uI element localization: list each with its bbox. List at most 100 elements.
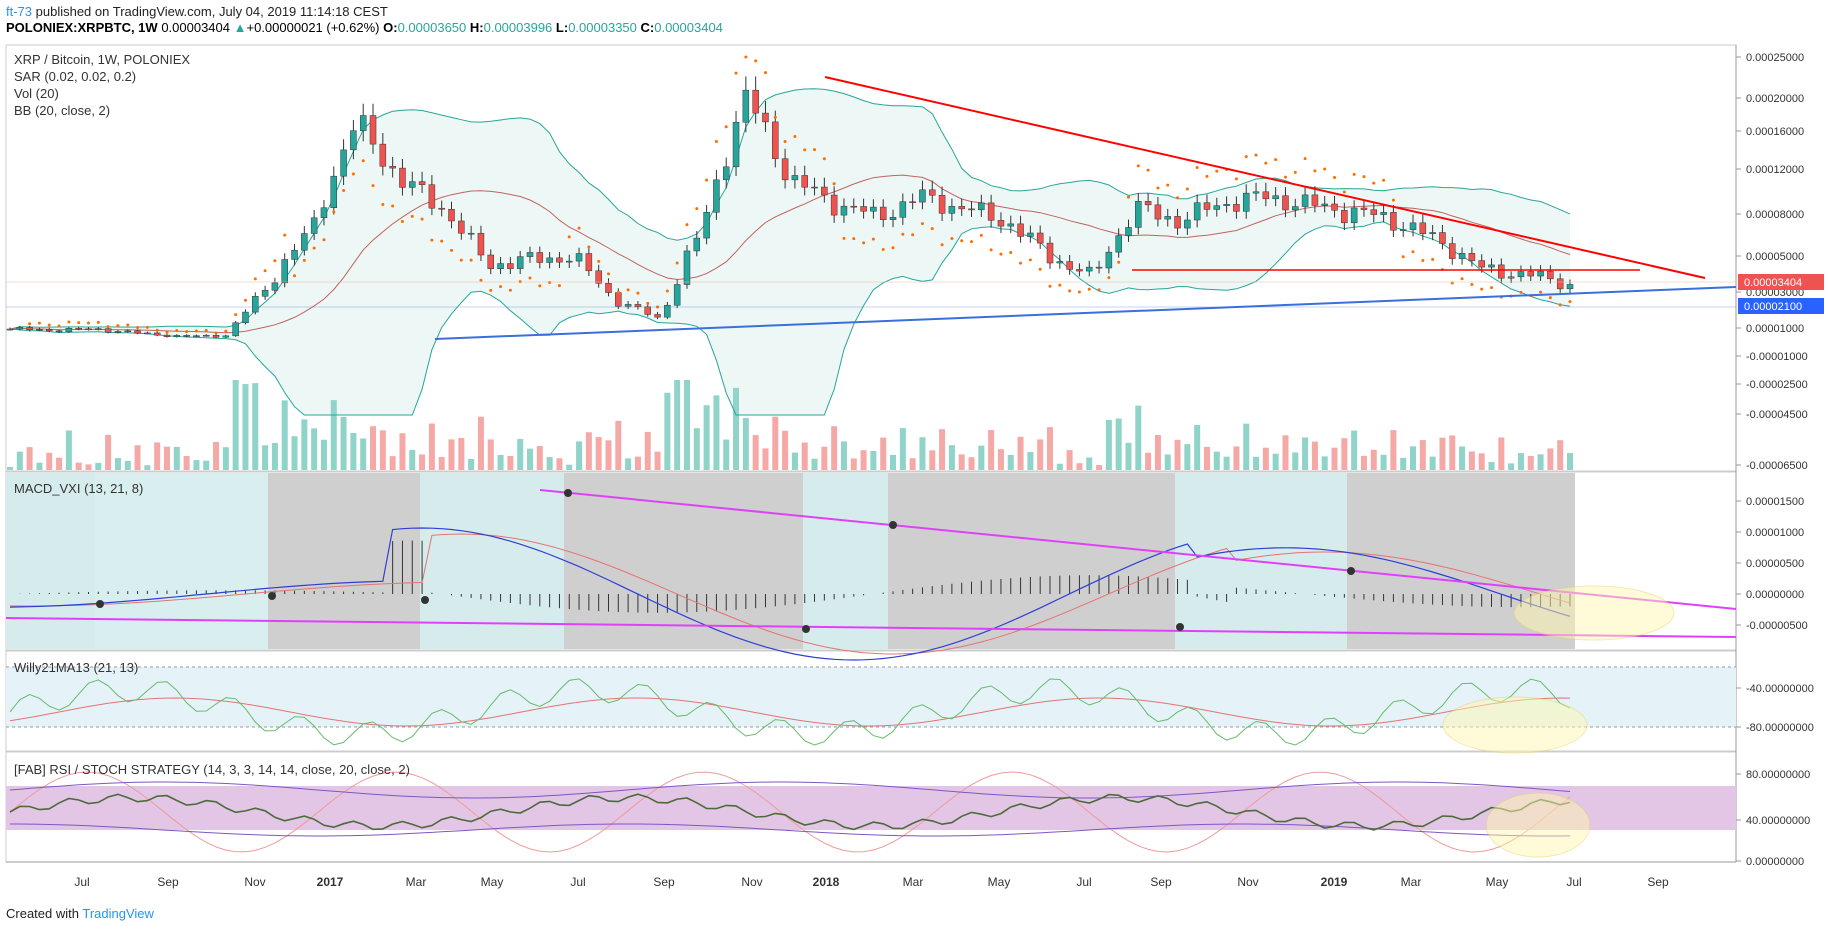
volume-bar — [1096, 465, 1103, 470]
sar-dot — [243, 298, 247, 302]
price-axis-label: 0.00012000 — [1746, 164, 1804, 176]
candle-body — [281, 259, 288, 284]
sar-dot — [400, 220, 404, 224]
candle-body — [948, 206, 956, 214]
candle-body — [1066, 261, 1073, 270]
sar-dot — [1068, 289, 1072, 293]
publish-text: published on TradingView.com, July 04, 2… — [32, 4, 388, 19]
volume-bar — [134, 445, 141, 470]
candle-body — [919, 189, 926, 203]
candle-body — [428, 184, 436, 209]
x-axis-label: Sep — [1647, 875, 1669, 889]
candle-body — [134, 330, 141, 334]
sar-dot — [1077, 290, 1081, 294]
sar-dot — [214, 331, 218, 335]
candle-body — [26, 327, 33, 331]
sar-dot — [57, 324, 61, 328]
candle-body — [163, 334, 171, 337]
candle-body — [1144, 201, 1152, 206]
sar-dot — [371, 184, 375, 188]
symbol-label: POLONIEX:XRPBTC, 1W — [6, 20, 158, 35]
candle-body — [379, 143, 387, 167]
sar-dot — [430, 238, 434, 242]
last-price-tag — [1738, 274, 1824, 290]
sar-dot — [420, 217, 424, 221]
candle-body — [1478, 260, 1485, 268]
macd-axis-label: 0.00000000 — [1746, 589, 1804, 601]
indicator-legend: SAR (0.02, 0.02, 0.2) — [14, 69, 136, 84]
candle-body — [752, 89, 759, 114]
tradingview-logo-link[interactable]: TradingView — [82, 906, 154, 921]
volume-bar — [301, 419, 308, 470]
candle-body — [261, 290, 269, 297]
price-axis-label: -0.00002500 — [1746, 379, 1808, 391]
candle-body — [448, 209, 455, 222]
x-axis-label: Mar — [1401, 875, 1422, 889]
sar-dot — [920, 222, 924, 226]
symbol-line: POLONIEX:XRPBTC, 1W 0.00003404 ▲+0.00000… — [6, 20, 723, 35]
candle-body — [585, 253, 593, 272]
sar-dot — [538, 284, 542, 288]
sar-dot — [106, 325, 110, 329]
volume-bar — [1184, 444, 1191, 470]
volume-bar — [791, 452, 798, 470]
sar-dot — [793, 134, 797, 138]
price-change: +0.00000021 (+0.62%) — [246, 20, 380, 35]
sar-dot — [597, 259, 601, 263]
volume-bar — [419, 454, 426, 470]
candle-body — [1164, 216, 1171, 220]
sar-dot — [1048, 284, 1052, 288]
sar-dot — [47, 323, 51, 327]
candle-body — [556, 257, 563, 263]
volume-bar — [850, 458, 857, 470]
candle-body — [821, 186, 828, 196]
x-axis-label: 2018 — [813, 875, 840, 889]
sar-dot — [155, 328, 159, 332]
volume-bar — [693, 428, 700, 470]
volume-bar — [1302, 437, 1309, 470]
indicator-legend: Vol (20) — [14, 86, 59, 101]
x-axis-label: Mar — [903, 875, 924, 889]
candle-body — [1537, 270, 1544, 277]
candle-body — [968, 208, 975, 211]
volume-bar — [1400, 457, 1407, 470]
sar-dot — [606, 272, 610, 276]
candle-body — [1174, 216, 1181, 229]
candle-body — [183, 335, 190, 337]
candle-body — [1105, 251, 1113, 269]
candle-body — [605, 283, 612, 293]
sar-dot — [165, 330, 169, 334]
candle-body — [202, 334, 210, 337]
candle-body — [1429, 232, 1436, 234]
change-arrow-icon: ▲ — [233, 20, 247, 35]
volume-bar — [1213, 451, 1220, 470]
high-label: H: — [469, 20, 484, 35]
volume-bar — [909, 458, 916, 470]
volume-bar — [379, 430, 386, 470]
macd-axis-label: 0.00001500 — [1746, 496, 1804, 508]
volume-bar — [880, 437, 887, 470]
candle-body — [1341, 210, 1348, 224]
candle-body — [291, 249, 298, 260]
sar-dot — [1568, 300, 1572, 304]
candle-body — [1046, 242, 1054, 264]
candle-body — [1223, 204, 1230, 206]
author-link[interactable]: ft-73 — [6, 4, 33, 19]
sar-dot — [1107, 276, 1111, 280]
candle-body — [310, 217, 318, 234]
sar-dot — [734, 71, 738, 75]
volume-bar — [1262, 447, 1269, 470]
volume-bar — [1498, 437, 1505, 470]
sar-dot — [1156, 186, 1160, 190]
candle-body — [889, 217, 897, 220]
volume-bar — [1468, 451, 1475, 470]
sar-dot — [391, 204, 395, 208]
candle-body — [978, 202, 985, 211]
sar-dot — [1176, 196, 1180, 200]
volume-bar — [1360, 455, 1367, 470]
volume-bar — [497, 454, 504, 470]
candle-body — [124, 330, 131, 333]
sar-dot — [1215, 169, 1219, 173]
candle-body — [467, 232, 475, 235]
